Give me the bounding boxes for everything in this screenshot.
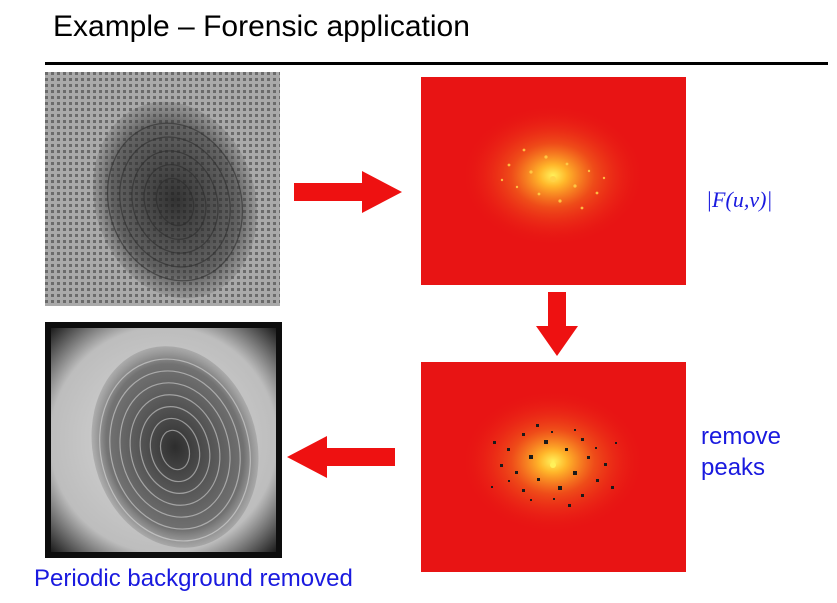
result-caption: Periodic background removed bbox=[34, 565, 353, 592]
remove-peaks-line-1: remove bbox=[701, 423, 782, 450]
arrow-right bbox=[294, 171, 402, 213]
fourier-magnitude-label: |F(u,v)| bbox=[706, 187, 773, 212]
remove-peaks-line-2: peaks bbox=[701, 454, 766, 481]
restored-fingerprint-image bbox=[45, 322, 282, 558]
original-fingerprint-image bbox=[45, 72, 280, 306]
arrow-left bbox=[287, 436, 395, 478]
slide-title: Example – Forensic application bbox=[53, 10, 470, 43]
filtered-spectrum-image bbox=[421, 362, 686, 572]
title-divider bbox=[45, 62, 828, 65]
arrow-down bbox=[536, 292, 578, 356]
remove-peaks-label: remove peaks bbox=[701, 421, 781, 483]
fourier-spectrum-image bbox=[421, 77, 686, 285]
